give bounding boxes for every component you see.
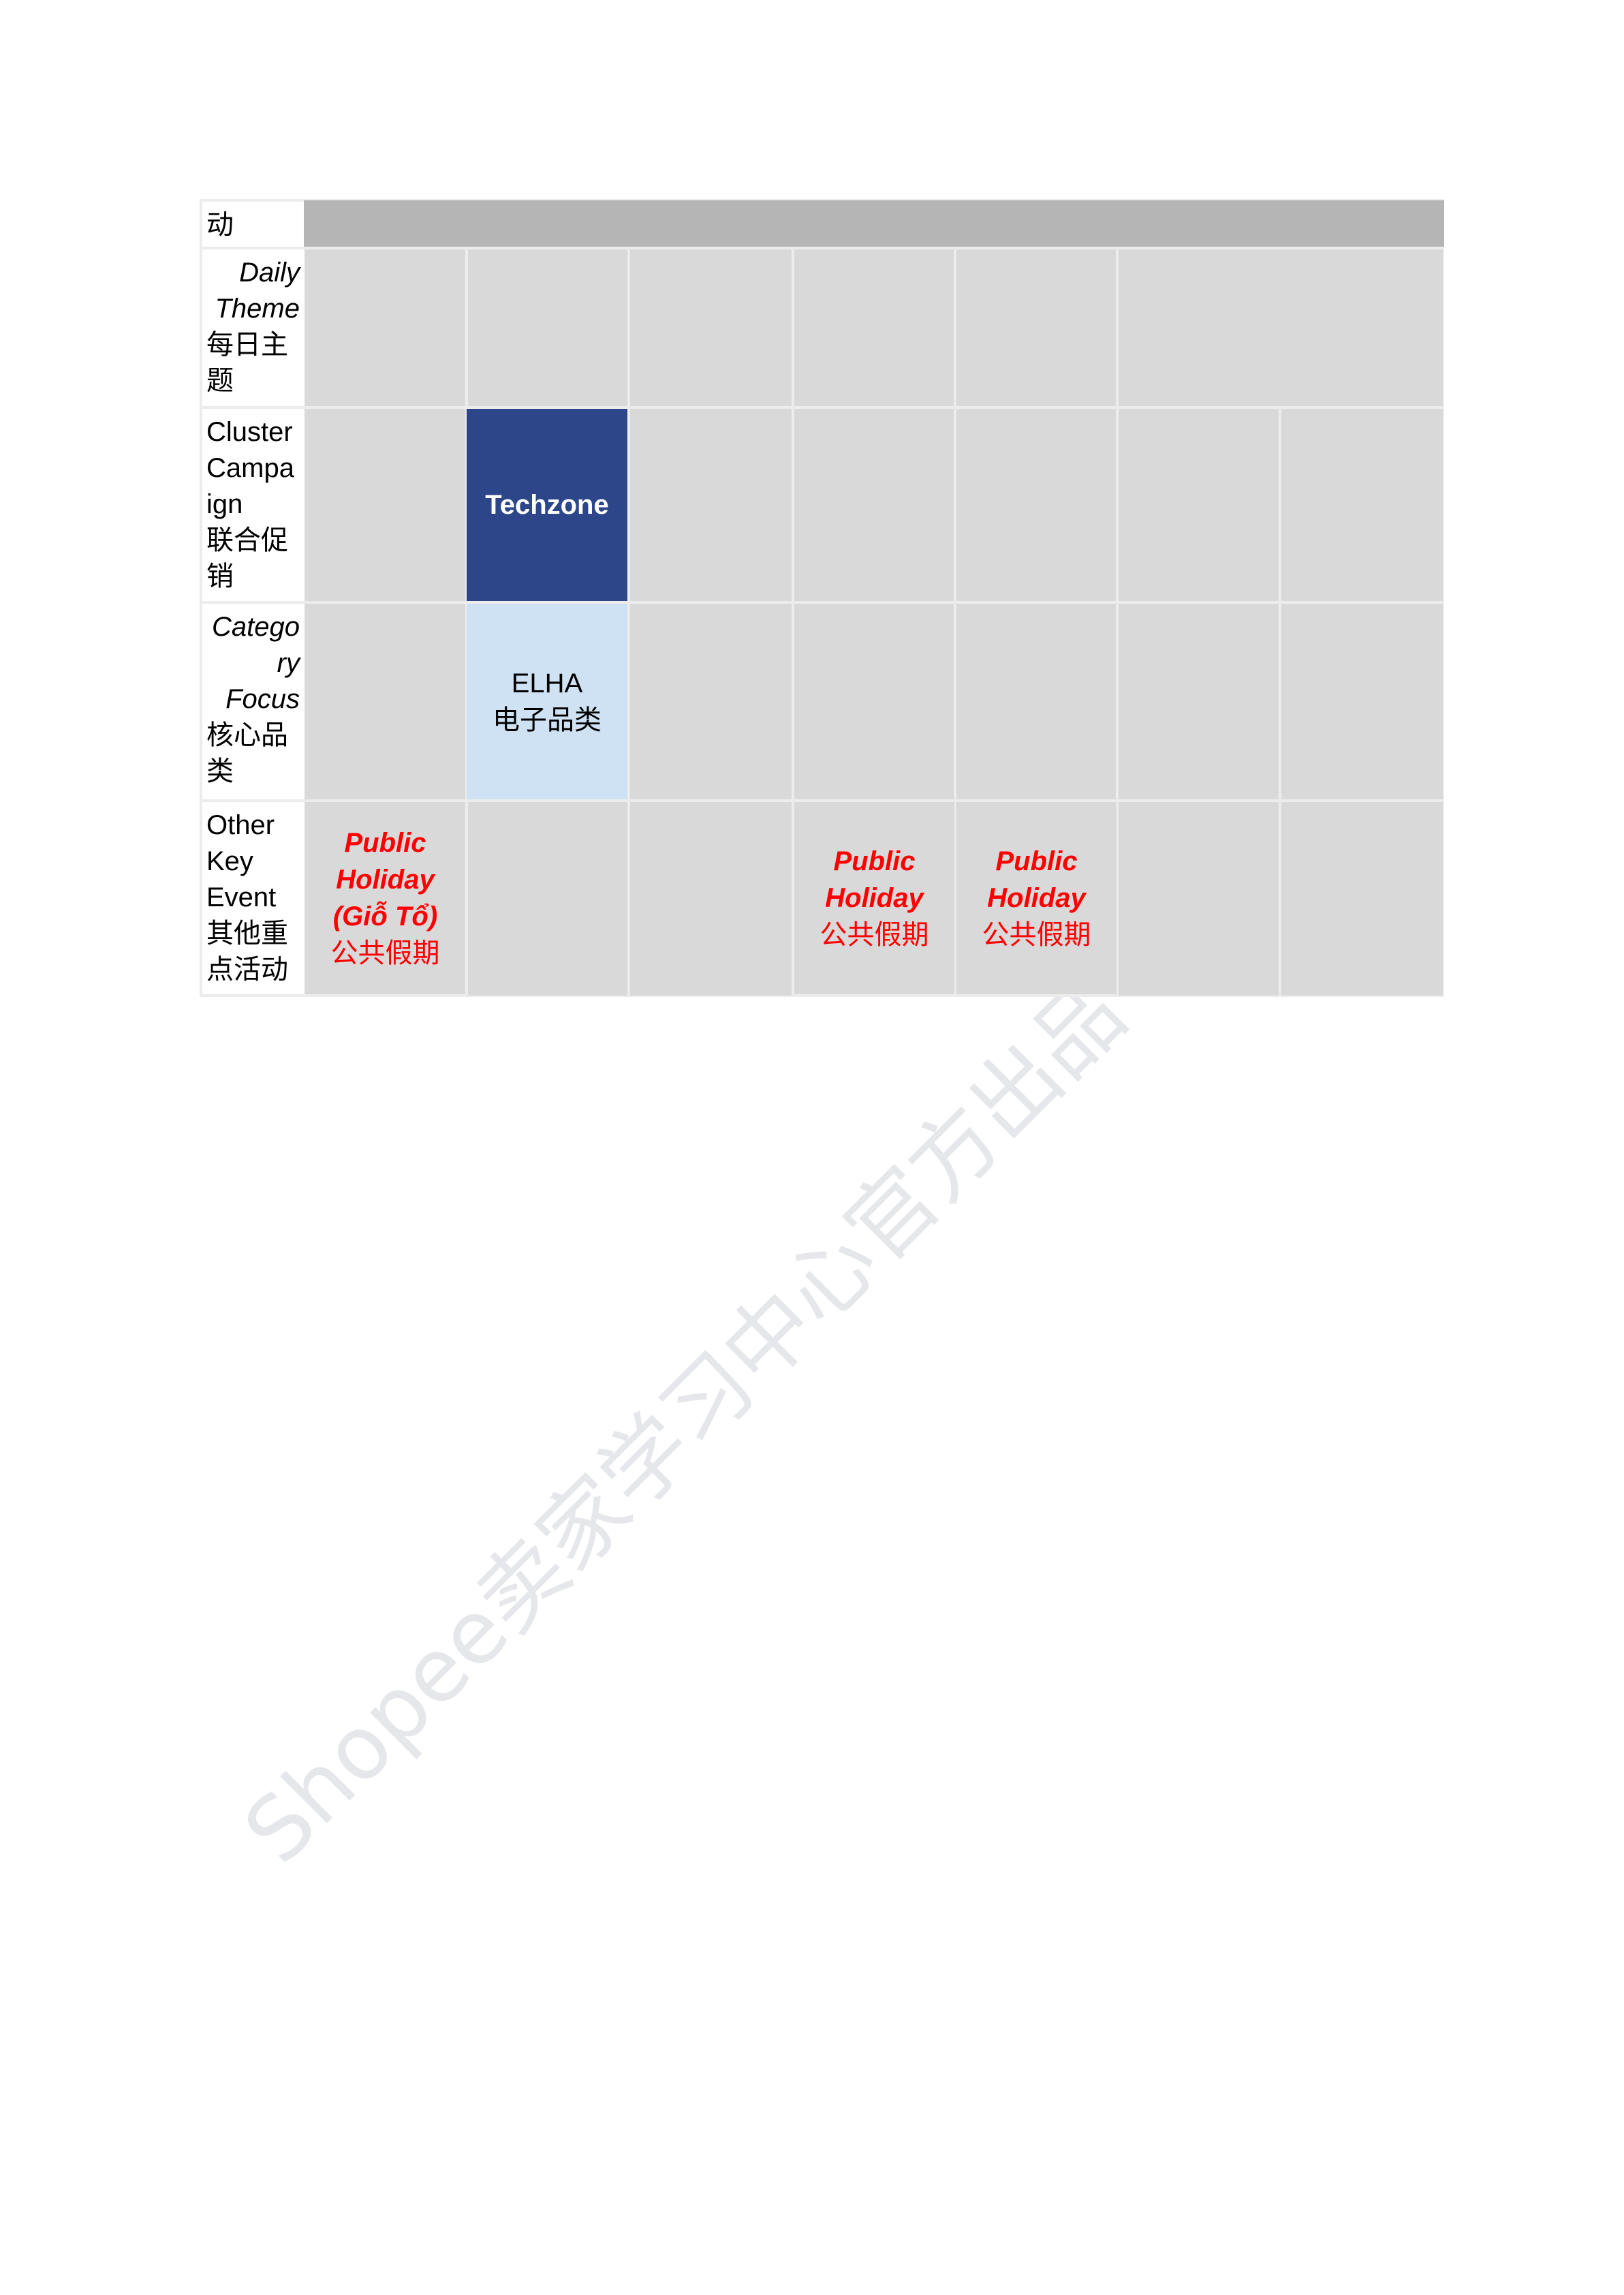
cell-text: 电子品类 bbox=[493, 705, 602, 735]
cell-text: ELHA bbox=[511, 668, 583, 698]
empty-cell bbox=[305, 249, 465, 406]
label-text: ign bbox=[206, 489, 243, 519]
label-text: Key bbox=[206, 846, 253, 876]
empty-cell bbox=[1119, 604, 1279, 799]
empty-cell bbox=[956, 409, 1116, 601]
empty-cell bbox=[630, 604, 792, 799]
empty-cell bbox=[630, 802, 792, 996]
row-label-cluster-campaign: Cluster Campa ign 联合促 销 bbox=[202, 409, 304, 601]
empty-cell bbox=[468, 249, 627, 406]
event-cell-public-holiday: Public Holiday (Giỗ Tổ) 公共假期 bbox=[305, 802, 465, 994]
cell-text: 公共假期 bbox=[819, 920, 929, 950]
cell-text: 公共假期 bbox=[330, 938, 440, 968]
cell-text: Holiday bbox=[825, 883, 924, 913]
row-label-category-focus: Catego ry Focus 核心品 类 bbox=[202, 604, 304, 799]
empty-cell bbox=[1281, 409, 1443, 601]
label-text: Catego bbox=[212, 612, 300, 642]
label-text: Other bbox=[206, 810, 275, 840]
label-text: 题 bbox=[206, 366, 234, 396]
category-cell-elha: ELHA 电子品类 bbox=[467, 604, 627, 799]
empty-cell bbox=[1281, 604, 1443, 799]
label-text: 其他重 bbox=[206, 919, 288, 949]
label-text: 核心品 bbox=[206, 720, 288, 750]
label-text: 点活动 bbox=[206, 955, 288, 985]
empty-cell bbox=[1281, 802, 1443, 996]
empty-cell bbox=[794, 604, 954, 799]
cell-text: Holiday bbox=[336, 865, 435, 895]
empty-cell bbox=[1119, 802, 1279, 996]
watermark: Shopee卖家学习中心官方出品 bbox=[225, 963, 1145, 1883]
cluster-cell-techzone: Techzone bbox=[467, 409, 627, 601]
label-text: Focus bbox=[225, 684, 300, 714]
row-label-daily-theme: Daily Theme 每日主 题 bbox=[202, 249, 304, 406]
empty-cell bbox=[630, 249, 792, 406]
label-text: Cluster bbox=[206, 417, 293, 447]
row-label-header: 动 bbox=[202, 202, 304, 247]
empty-cell bbox=[630, 409, 792, 601]
cell-text: Public bbox=[344, 828, 426, 858]
cell-text: Holiday bbox=[987, 883, 1086, 913]
cell-text: Public bbox=[833, 846, 916, 876]
label-text: Daily bbox=[239, 258, 300, 288]
event-cell-public-holiday: Public Holiday 公共假期 bbox=[794, 802, 954, 994]
empty-cell bbox=[468, 802, 627, 996]
empty-cell bbox=[956, 249, 1116, 406]
campaign-calendar-table: 动 Daily Theme 每日主 题 Cluster Campa ign 联合… bbox=[200, 199, 1444, 997]
cell-text: Techzone bbox=[485, 490, 609, 520]
event-cell-public-holiday: Public Holiday 公共假期 bbox=[956, 802, 1116, 994]
empty-cell bbox=[305, 604, 465, 799]
label-text: 销 bbox=[206, 561, 234, 591]
empty-cell bbox=[1119, 409, 1279, 601]
empty-cell bbox=[1119, 249, 1443, 406]
label-text: Campa bbox=[206, 453, 294, 483]
label-text: ry bbox=[277, 648, 300, 678]
label-text: Theme bbox=[215, 294, 300, 324]
empty-cell bbox=[305, 409, 465, 601]
cell-text: 公共假期 bbox=[982, 920, 1091, 950]
empty-cell bbox=[794, 249, 954, 406]
label-text: 类 bbox=[206, 756, 234, 786]
label-text: 联合促 bbox=[206, 525, 288, 555]
cell-text: Public bbox=[995, 846, 1078, 876]
header-bar bbox=[304, 200, 1444, 247]
cell-text: (Giỗ Tổ) bbox=[332, 902, 438, 931]
empty-cell bbox=[794, 409, 954, 601]
label-text: 每日主 bbox=[206, 330, 288, 360]
empty-cell bbox=[956, 604, 1116, 799]
row-label-other-key-event: Other Key Event 其他重 点活动 bbox=[202, 802, 304, 994]
label-text: Event bbox=[206, 882, 277, 912]
label-text: 动 bbox=[206, 210, 234, 240]
